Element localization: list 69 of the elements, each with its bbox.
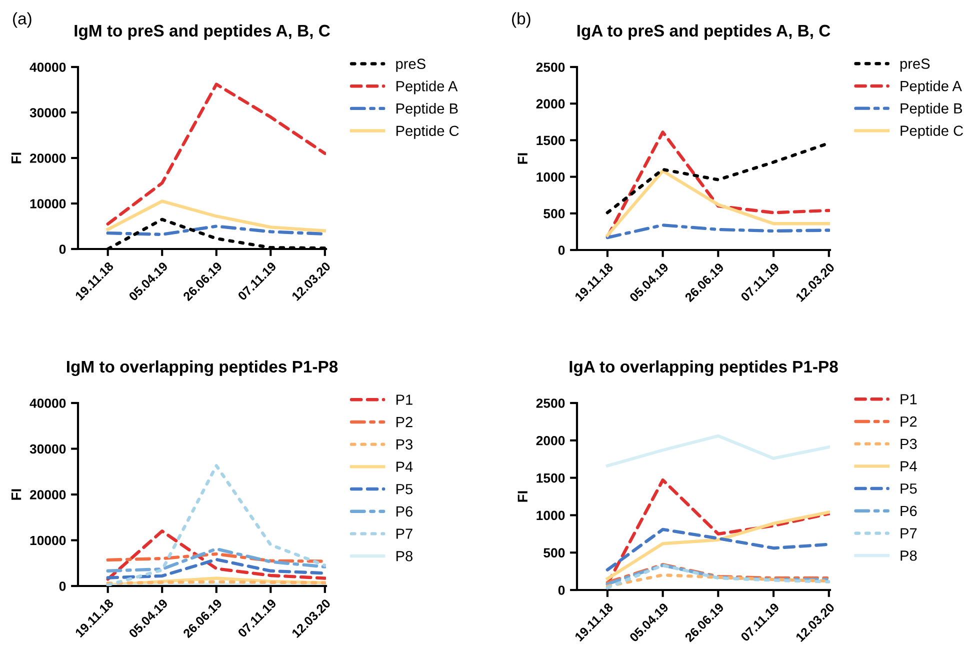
line-series [606,510,830,580]
y-tick-label: 0 [59,244,66,254]
legend-label: P7 [900,528,917,538]
legend-label: P4 [900,461,917,472]
y-tick-label: 10000 [30,199,66,208]
y-tick-label: 2500 [536,62,565,72]
y-tick-label: 500 [544,548,565,558]
y-axis-title: FI [518,491,528,502]
legend-label: P3 [900,438,917,450]
legend-label: P1 [396,394,412,405]
chart-title: IgA to overlapping peptides P1-P8 [570,360,838,376]
legend-label: preS [396,58,426,72]
y-tick-label: 1000 [536,510,565,520]
legend-label: P5 [900,484,917,494]
y-tick-label: 1500 [536,136,565,146]
line-series [606,224,830,240]
line-series [606,528,830,572]
legend-label: P8 [396,550,412,562]
line-series [606,434,830,468]
legend-label: Peptide A [396,80,458,94]
line-series [106,82,326,226]
legend-label: Peptide B [396,102,458,117]
legend-label: P4 [396,462,413,472]
legend-label: P1 [900,394,917,404]
legend-label: P2 [396,416,412,428]
legend-label: P6 [396,506,412,517]
legend-label: Peptide B [900,102,962,116]
y-tick-label: 1500 [536,473,565,483]
y-tick-label: 0 [558,246,565,255]
legend-label: P6 [900,506,917,516]
line-series [106,552,326,563]
line-series [606,130,830,238]
line-series [106,547,326,573]
y-tick-label: 30000 [30,444,66,454]
legend-label: P8 [900,550,917,561]
legend-label: Peptide A [900,80,962,94]
legend-label: P5 [396,484,412,494]
y-axis-title: FI [518,153,528,164]
y-tick-label: 40000 [30,62,66,72]
y-axis-title: FI [12,489,22,500]
legend-label: Peptide C [900,125,964,139]
y-tick-label: 40000 [30,398,66,408]
legend-label: P7 [396,528,412,539]
chart-title: IgA to preS and peptides A, B, C [577,24,830,40]
legend-label: P3 [396,439,412,450]
y-tick-label: 1000 [536,172,565,182]
y-tick-label: 2000 [536,99,565,109]
y-tick-label: 500 [544,208,565,218]
text: (a) [13,12,32,28]
line-series [106,530,326,581]
y-tick-label: 20000 [30,154,66,163]
line-series [106,200,326,232]
text: (b) [512,12,530,28]
line-series [106,464,326,586]
line-series [606,169,830,237]
legend-label: P2 [900,416,917,427]
y-tick-label: 2000 [536,436,565,446]
line-series [106,558,326,580]
legend-label: preS [900,58,930,72]
legend-label: Peptide C [396,125,459,139]
chart-title: IgM to overlapping peptides P1-P8 [66,360,338,376]
chart-title: IgM to preS and peptides A, B, C [74,24,330,40]
y-tick-label: 0 [59,582,66,591]
y-tick-label: 2500 [536,398,565,408]
y-axis-title: FI [12,152,22,164]
y-tick-label: 0 [558,586,565,595]
y-tick-label: 20000 [30,490,66,500]
y-tick-label: 10000 [30,536,66,546]
y-tick-label: 30000 [30,108,66,118]
